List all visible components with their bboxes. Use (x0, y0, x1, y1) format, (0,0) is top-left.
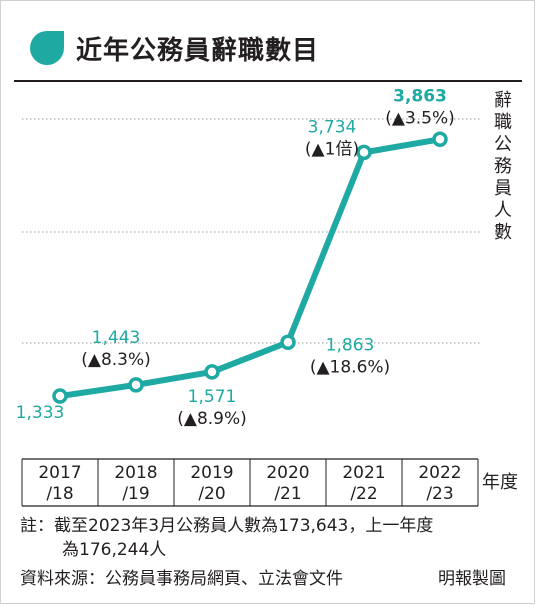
y-axis-label-char: 公 (494, 134, 512, 155)
note-line-2: 為176,244人 (62, 540, 167, 560)
data-change-label: (▲18.6%) (310, 357, 390, 377)
x-axis-label: 年度 (482, 472, 518, 493)
x-tick-label-suffix: /21 (274, 484, 301, 504)
title-row: 近年公務員辭職數目 (30, 28, 319, 68)
y-axis-label-char: 數 (494, 222, 512, 243)
x-tick-label-suffix: /22 (350, 484, 377, 504)
data-value-label: 3,863 (393, 86, 447, 106)
data-point-marker (432, 131, 448, 148)
data-point-marker (128, 377, 144, 393)
y-axis-label-char: 務 (494, 156, 512, 177)
data-point-marker (356, 144, 372, 161)
x-tick-label-year: 2021 (342, 463, 385, 483)
source-text: 資料來源：公務員事務局網頁、立法會文件 (20, 569, 343, 589)
data-value-label: 3,734 (308, 117, 357, 137)
data-value-label: 1,863 (326, 335, 375, 355)
data-change-label: (▲1倍) (305, 139, 359, 159)
chart-title: 近年公務員辭職數目 (76, 35, 320, 66)
x-tick-label-year: 2020 (266, 463, 309, 483)
y-axis-label-char: 員 (494, 178, 512, 199)
data-point-marker (204, 364, 220, 380)
data-point-marker (52, 388, 68, 404)
x-tick-label-year: 2019 (190, 463, 233, 483)
x-tick-label-suffix: /20 (198, 484, 225, 504)
x-tick-label-year: 2018 (114, 463, 157, 483)
y-axis-label-char: 職 (494, 112, 512, 133)
x-tick-label-suffix: /19 (122, 484, 149, 504)
x-tick-label-year: 2017 (38, 463, 81, 483)
series-line (57, 136, 443, 400)
credit-text: 明報製圖 (438, 569, 506, 589)
data-value-label: 1,443 (92, 328, 141, 348)
x-tick-label-suffix: /18 (46, 484, 73, 504)
data-change-label: (▲8.9%) (177, 409, 247, 429)
note-line-1: 註：截至2023年3月公務員人數為173,643，上一年度 (20, 516, 434, 536)
data-change-label: (▲8.3%) (81, 350, 151, 370)
title-rule (14, 80, 522, 82)
data-change-label: (▲3.5%) (385, 108, 455, 128)
y-axis-label-char: 人 (494, 200, 512, 221)
x-tick-label-suffix: /23 (426, 484, 453, 504)
y-axis-label-char: 辭 (494, 90, 512, 111)
data-value-label: 1,333 (16, 403, 65, 423)
x-tick-label-year: 2022 (418, 463, 461, 483)
data-value-label: 1,571 (188, 387, 237, 407)
data-point-marker (280, 334, 296, 351)
